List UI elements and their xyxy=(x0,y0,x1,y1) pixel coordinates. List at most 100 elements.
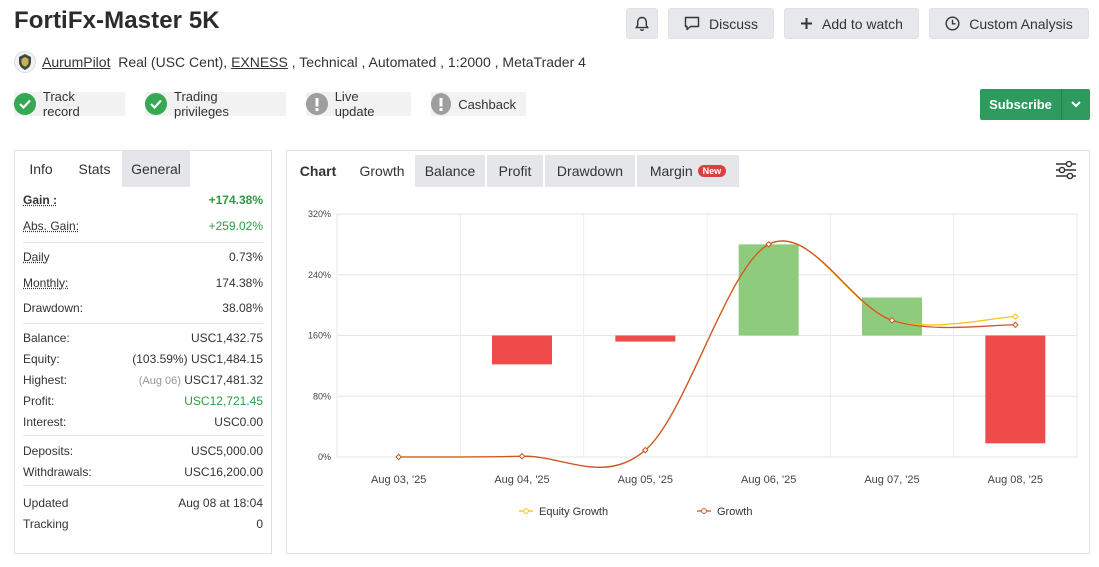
y-tick-label: 320% xyxy=(308,209,331,219)
cashback-badge[interactable]: Cashback xyxy=(431,92,526,116)
system-meta: AurumPilot Real (USC Cent), EXNESS , Tec… xyxy=(14,50,586,74)
stat-row-tracking: Tracking 0 xyxy=(23,513,263,534)
account-details: , Technical , Automated , 1:2000 , MetaT… xyxy=(287,54,586,70)
stats-tabs: Info Stats General xyxy=(15,151,271,187)
custom-analysis-label: Custom Analysis xyxy=(969,15,1073,32)
author-link[interactable]: AurumPilot xyxy=(42,54,111,70)
abs-gain-value: +259.02% xyxy=(208,219,263,233)
bar xyxy=(615,335,676,342)
growth-chart: 0% 80% 160% 240% 320% Aug 03, '25 Aug 04, '25 A… xyxy=(308,209,1078,518)
settings-sliders-icon[interactable] xyxy=(1055,159,1077,181)
stat-row-balance: Balance: USC1,432.75 xyxy=(23,327,263,348)
track-record-badge[interactable]: Track record xyxy=(14,89,125,119)
bell-icon xyxy=(635,16,649,32)
equity-value: USC1,484.15 xyxy=(190,351,263,366)
legend-marker xyxy=(701,508,707,514)
withdrawals-value: USC16,200.00 xyxy=(184,464,263,479)
updated-value: Aug 08 at 18:04 xyxy=(178,495,263,510)
tab-margin[interactable]: Margin New xyxy=(637,155,739,187)
monthly-value: 174.38% xyxy=(215,276,263,290)
live-update-badge[interactable]: Live update xyxy=(306,89,411,119)
x-tick-label: Aug 05, '25 xyxy=(618,474,673,486)
legend-label: Equity Growth xyxy=(539,506,608,518)
bar xyxy=(492,335,552,365)
tab-profit[interactable]: Profit xyxy=(487,155,543,187)
legend-marker xyxy=(523,508,529,514)
x-tick-label: Aug 07, '25 xyxy=(864,474,919,486)
tracking-label: Tracking xyxy=(23,516,69,531)
gain-value: +174.38% xyxy=(208,193,263,207)
live-update-label: Live update xyxy=(334,89,375,119)
notification-button[interactable] xyxy=(626,8,658,39)
subscribe-button[interactable]: Subscribe xyxy=(980,89,1090,120)
highest-value: USC17,481.32 xyxy=(184,372,263,387)
balance-value: USC1,432.75 xyxy=(190,330,263,345)
add-to-watch-label: Add to watch xyxy=(822,15,903,32)
stats-panel: Info Stats General Gain : +174.38% Abs. … xyxy=(14,150,272,554)
tab-stats[interactable]: Stats xyxy=(67,151,122,187)
highest-label: Highest: xyxy=(23,372,68,387)
check-icon xyxy=(14,93,36,115)
tab-balance[interactable]: Balance xyxy=(415,155,485,187)
series-point xyxy=(765,241,772,248)
drawdown-value: 38.08% xyxy=(222,301,263,315)
check-icon xyxy=(145,93,167,115)
stat-row-updated: Updated Aug 08 at 18:04 xyxy=(23,492,263,513)
daily-value: 0.73% xyxy=(228,250,263,264)
withdrawals-label: Withdrawals: xyxy=(23,464,92,479)
new-badge: New xyxy=(697,165,727,177)
tracking-value: 0 xyxy=(256,516,263,531)
clock-icon xyxy=(945,16,960,31)
series-point xyxy=(642,446,649,454)
abs-gain-label[interactable]: Abs. Gain: xyxy=(23,219,80,233)
stat-row-daily: Daily 0.73% xyxy=(23,244,263,270)
custom-analysis-button[interactable]: Custom Analysis xyxy=(929,8,1089,39)
broker-link[interactable]: EXNESS xyxy=(231,54,288,70)
tab-info[interactable]: Info xyxy=(29,161,53,177)
account-type: Real (USC Cent), xyxy=(118,54,228,70)
stat-row-monthly: Monthly: 174.38% xyxy=(23,270,263,296)
x-tick-label: Aug 08, '25 xyxy=(988,474,1043,486)
stat-row-deposits: Deposits: USC5,000.00 xyxy=(23,440,263,461)
daily-label[interactable]: Daily xyxy=(23,250,50,264)
bar xyxy=(985,335,1046,444)
bar xyxy=(862,297,922,336)
plus-icon xyxy=(800,17,813,30)
exclamation-icon xyxy=(306,93,328,115)
updated-label: Updated xyxy=(23,495,69,510)
add-to-watch-button[interactable]: Add to watch xyxy=(784,8,919,39)
interest-value: USC0.00 xyxy=(214,414,263,429)
x-tick-label: Aug 03, '25 xyxy=(371,474,426,486)
stat-row-equity: Equity: (103.59%) USC1,484.15 xyxy=(23,348,263,369)
gain-label[interactable]: Gain : xyxy=(23,193,58,207)
avatar[interactable] xyxy=(14,51,36,73)
legend-label: Growth xyxy=(717,506,752,518)
y-tick-label: 80% xyxy=(313,391,331,401)
tab-general[interactable]: General xyxy=(122,151,190,187)
x-tick-label: Aug 04, '25 xyxy=(494,474,549,486)
series-point xyxy=(1012,313,1019,320)
monthly-label[interactable]: Monthly: xyxy=(23,276,69,290)
stat-row-withdrawals: Withdrawals: USC16,200.00 xyxy=(23,461,263,482)
deposits-value: USC5,000.00 xyxy=(190,443,263,458)
tab-growth[interactable]: Growth xyxy=(349,155,415,187)
chevron-down-icon[interactable] xyxy=(1062,101,1090,108)
equity-percent: (103.59%) xyxy=(132,351,188,366)
discuss-label: Discuss xyxy=(708,15,758,32)
discuss-button[interactable]: Discuss xyxy=(668,8,774,39)
subscribe-label: Subscribe xyxy=(989,97,1052,112)
cashback-label: Cashback xyxy=(458,96,516,112)
interest-label: Interest: xyxy=(23,414,67,429)
stat-row-abs-gain: Abs. Gain: +259.02% xyxy=(23,213,263,239)
profit-label: Profit: xyxy=(23,393,55,408)
y-tick-label: 160% xyxy=(308,331,331,341)
profit-value: USC12,721.45 xyxy=(184,393,263,408)
trading-privileges-label: Trading privileges xyxy=(173,89,229,119)
trading-privileges-badge[interactable]: Trading privileges xyxy=(145,89,286,119)
page-title: FortiFx-Master 5K xyxy=(14,7,220,34)
comment-icon xyxy=(684,16,700,31)
deposits-label: Deposits: xyxy=(23,443,74,458)
tab-drawdown[interactable]: Drawdown xyxy=(545,155,635,187)
exclamation-icon xyxy=(431,93,452,115)
margin-label: Margin xyxy=(649,163,693,179)
